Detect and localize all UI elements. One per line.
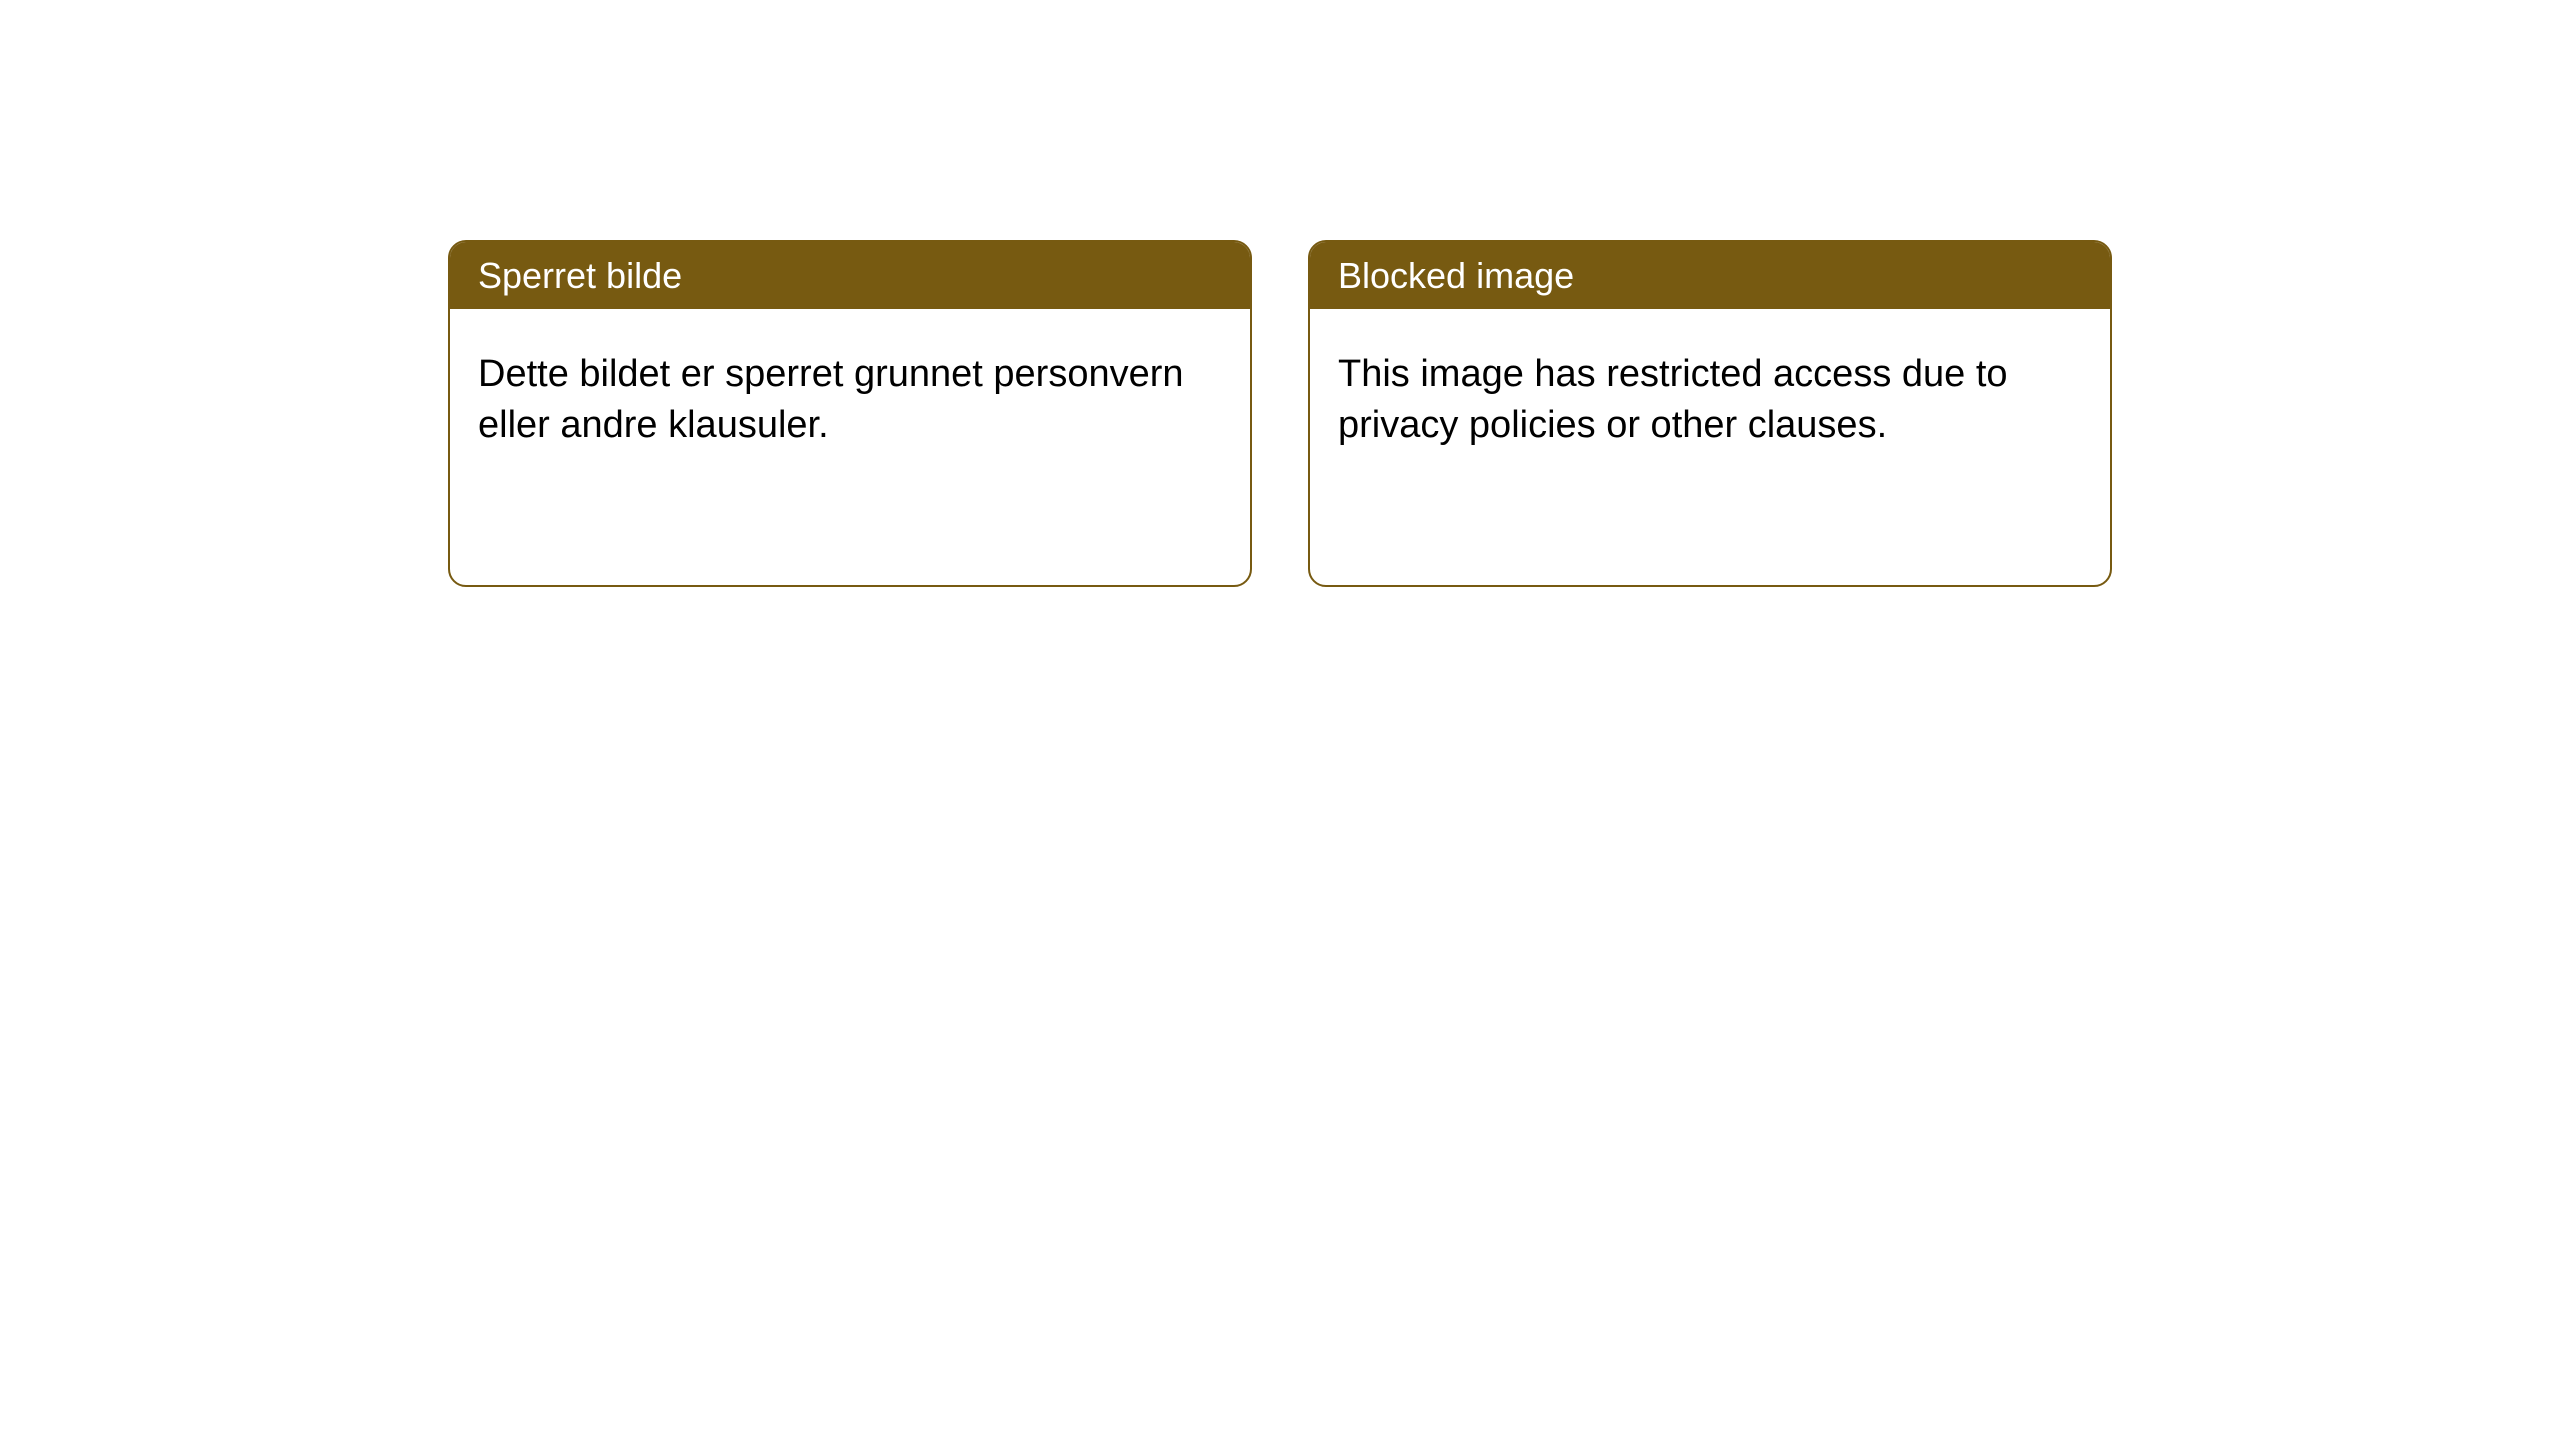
notice-title-english: Blocked image [1310, 242, 2110, 309]
notice-title-norwegian: Sperret bilde [450, 242, 1250, 309]
notice-container: Sperret bilde Dette bildet er sperret gr… [0, 0, 2560, 587]
notice-card-norwegian: Sperret bilde Dette bildet er sperret gr… [448, 240, 1252, 587]
notice-card-english: Blocked image This image has restricted … [1308, 240, 2112, 587]
notice-body-norwegian: Dette bildet er sperret grunnet personve… [450, 309, 1250, 585]
notice-body-english: This image has restricted access due to … [1310, 309, 2110, 585]
